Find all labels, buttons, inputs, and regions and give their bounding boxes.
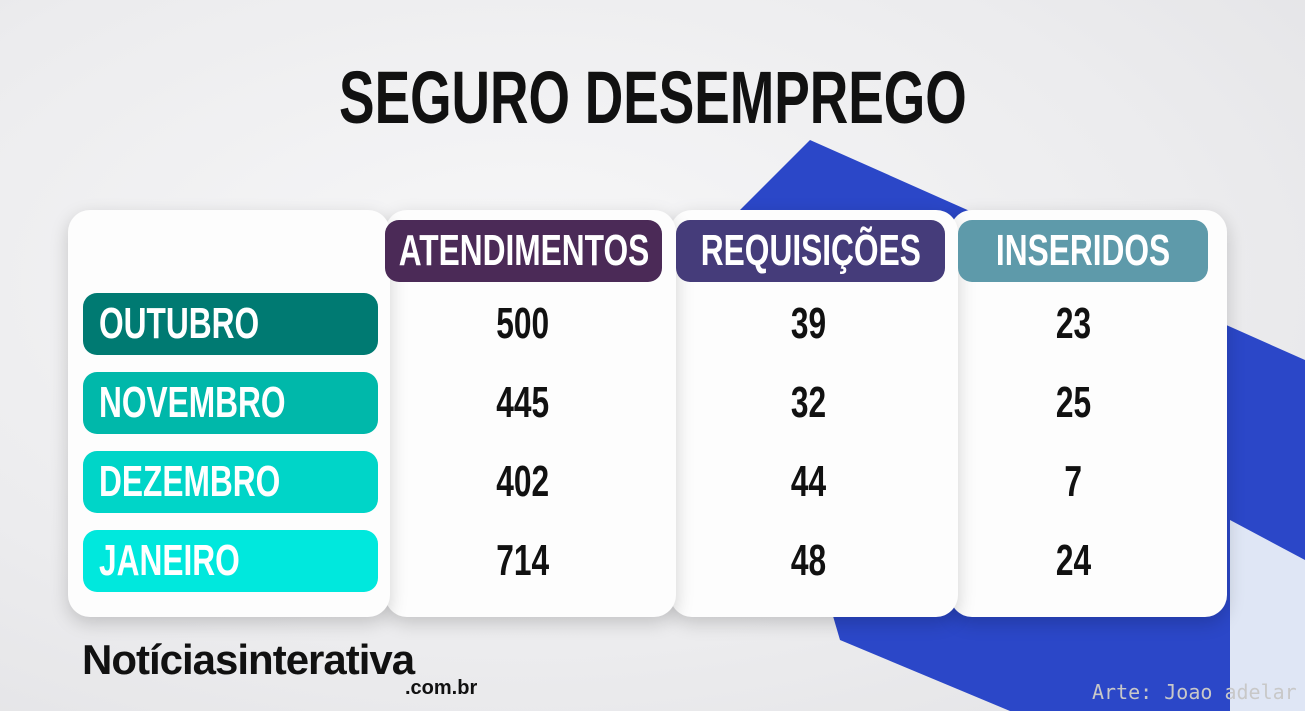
row-label-text: OUTUBRO xyxy=(99,299,260,348)
cell: 23 xyxy=(973,293,1173,355)
cell-text: 25 xyxy=(1055,378,1091,427)
row-label: DEZEMBRO xyxy=(83,451,378,513)
logo: Notíciasinterativa xyxy=(82,636,415,684)
column-header: REQUISIÇÕES xyxy=(676,220,945,282)
cell: 48 xyxy=(708,530,908,592)
cell-text: 23 xyxy=(1055,299,1091,348)
row-label-text: DEZEMBRO xyxy=(99,457,281,506)
credit: Arte: Joao adelar xyxy=(1092,680,1297,704)
row-label-text: NOVEMBRO xyxy=(99,378,286,427)
column-header: INSERIDOS xyxy=(958,220,1208,282)
cell: 445 xyxy=(423,372,623,434)
cell: 39 xyxy=(708,293,908,355)
title-text: SEGURO DESEMPREGO xyxy=(338,56,967,139)
cell: 25 xyxy=(973,372,1173,434)
cell: 24 xyxy=(973,530,1173,592)
cell: 32 xyxy=(708,372,908,434)
cell-text: 32 xyxy=(790,378,826,427)
column-header-text: INSERIDOS xyxy=(995,226,1171,275)
cell-text: 44 xyxy=(790,457,826,506)
cell-text: 445 xyxy=(496,378,550,427)
row-label-text: JANEIRO xyxy=(99,536,240,585)
row-label: NOVEMBRO xyxy=(83,372,378,434)
cell: 714 xyxy=(423,530,623,592)
column-header: ATENDIMENTOS xyxy=(385,220,662,282)
logo-name: Notícias xyxy=(82,636,238,683)
cell-text: 714 xyxy=(496,536,550,585)
cell-text: 402 xyxy=(496,457,550,506)
cell: 402 xyxy=(423,451,623,513)
cell: 500 xyxy=(423,293,623,355)
cell-text: 39 xyxy=(790,299,826,348)
logo-name2: interativa xyxy=(237,636,415,683)
column-header-text: REQUISIÇÕES xyxy=(700,226,921,275)
title: SEGURO DESEMPREGO xyxy=(0,55,1305,140)
cell: 7 xyxy=(973,451,1173,513)
cell-text: 7 xyxy=(1064,457,1082,506)
column-header-text: ATENDIMENTOS xyxy=(398,226,649,275)
cell: 44 xyxy=(708,451,908,513)
cell-text: 48 xyxy=(790,536,826,585)
cell-text: 500 xyxy=(496,299,550,348)
logo-domain: .com.br xyxy=(405,677,478,699)
cell-text: 24 xyxy=(1055,536,1091,585)
row-label: OUTUBRO xyxy=(83,293,378,355)
row-label: JANEIRO xyxy=(83,530,378,592)
